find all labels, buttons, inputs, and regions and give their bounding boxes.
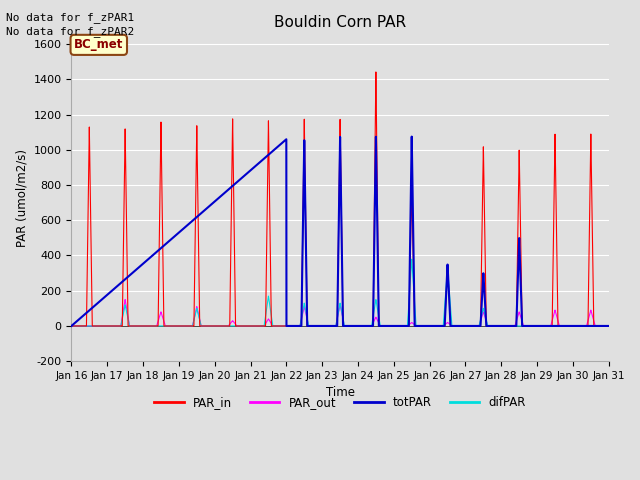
Text: No data for f_zPAR1: No data for f_zPAR1 [6,12,134,23]
Legend: PAR_in, PAR_out, totPAR, difPAR: PAR_in, PAR_out, totPAR, difPAR [149,392,531,414]
Text: BC_met: BC_met [74,38,124,51]
Title: Bouldin Corn PAR: Bouldin Corn PAR [274,15,406,30]
X-axis label: Time: Time [326,386,355,399]
Y-axis label: PAR (umol/m2/s): PAR (umol/m2/s) [15,149,28,247]
Text: No data for f_zPAR2: No data for f_zPAR2 [6,26,134,37]
